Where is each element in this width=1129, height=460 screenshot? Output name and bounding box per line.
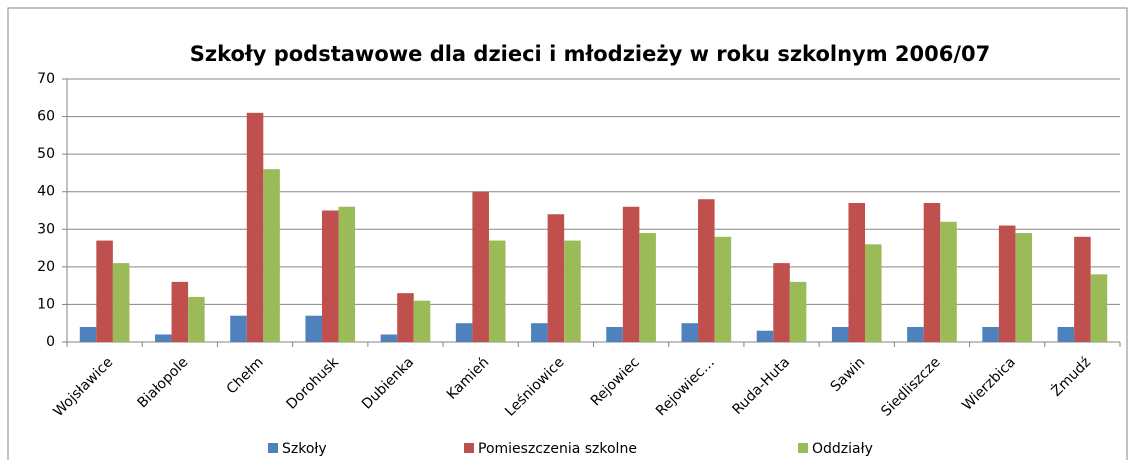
legend-label: Pomieszczenia szkolne xyxy=(478,441,637,457)
bar xyxy=(96,240,113,342)
bar xyxy=(940,221,957,342)
bar xyxy=(188,296,205,342)
x-tick-label: Sawin xyxy=(828,354,869,395)
x-tick-label: Leśniowice xyxy=(502,354,567,419)
x-tick-label: Żmudź xyxy=(1047,353,1094,400)
legend-label: Oddziały xyxy=(812,441,873,457)
bar xyxy=(831,326,849,342)
bar xyxy=(564,240,581,342)
bar xyxy=(472,191,489,342)
bar xyxy=(1090,274,1108,342)
y-tick-label: 60 xyxy=(37,109,55,125)
bar xyxy=(230,315,247,342)
legend-label: Szkoły xyxy=(282,441,327,457)
x-tick-label: Białopole xyxy=(135,354,192,411)
bar xyxy=(681,323,699,342)
bar xyxy=(1074,236,1091,342)
bar xyxy=(1057,326,1075,342)
bar xyxy=(531,323,548,342)
bar xyxy=(455,323,473,342)
x-tick-label: Ruda-Huta xyxy=(730,354,794,418)
bar xyxy=(321,210,339,342)
bar xyxy=(305,315,322,342)
y-tick-label: 70 xyxy=(37,71,55,87)
y-tick-label: 0 xyxy=(46,334,55,350)
bar xyxy=(413,300,431,342)
bar xyxy=(155,334,172,342)
bar xyxy=(79,326,97,342)
x-tick-label: Siedliszcze xyxy=(878,354,943,419)
bar xyxy=(714,236,732,342)
y-tick-label: 10 xyxy=(37,296,55,312)
bar xyxy=(246,112,264,342)
chart-title: Szkoły podstawowe dla dzieci i młodzieży… xyxy=(190,42,991,66)
bar xyxy=(338,206,356,342)
x-tick-label: Rejowiec… xyxy=(653,354,718,419)
bar xyxy=(606,326,623,342)
x-tick-label: Chełm xyxy=(224,354,267,397)
legend-swatch xyxy=(268,443,278,453)
x-tick-label: Dorohusk xyxy=(284,354,343,413)
bar xyxy=(488,240,506,342)
x-tick-label: Dubienka xyxy=(359,354,417,412)
legend-swatch xyxy=(464,443,474,453)
bar xyxy=(698,199,715,342)
bar xyxy=(756,330,774,342)
bar xyxy=(865,244,882,342)
bar xyxy=(848,202,866,342)
x-tick-label: Wojsławice xyxy=(51,354,117,420)
x-tick-label: Kamień xyxy=(444,354,492,402)
bar xyxy=(923,202,941,342)
bar xyxy=(622,206,640,342)
y-tick-label: 40 xyxy=(37,184,55,200)
bar xyxy=(263,169,280,342)
bar xyxy=(547,214,565,342)
bar xyxy=(639,233,656,342)
bar xyxy=(773,263,790,342)
bar xyxy=(982,326,999,342)
y-tick-label: 20 xyxy=(37,259,55,275)
bar xyxy=(1015,233,1032,342)
bar xyxy=(789,281,807,342)
x-tick-label: Wierzbica xyxy=(959,354,1019,414)
y-tick-label: 50 xyxy=(37,146,55,162)
y-tick-label: 30 xyxy=(37,221,55,237)
bar xyxy=(171,281,189,342)
bar xyxy=(397,293,414,342)
bar xyxy=(998,225,1016,342)
bar xyxy=(380,334,398,342)
legend-swatch xyxy=(798,443,808,453)
bar xyxy=(112,263,130,342)
bar xyxy=(907,326,924,342)
chart-frame xyxy=(7,7,1128,460)
x-tick-label: Rejowiec xyxy=(588,354,643,409)
